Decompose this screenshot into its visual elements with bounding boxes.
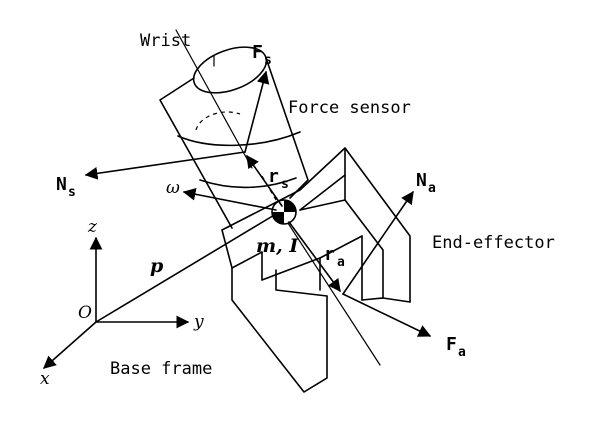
vector-ra [288, 221, 341, 293]
label-ra: r [324, 244, 335, 265]
vector-omega [182, 187, 277, 211]
x-axis [43, 321, 97, 369]
vector-Fa [342, 293, 432, 337]
label-Ns-sub: s [68, 185, 76, 200]
label-axis-z: z [87, 217, 98, 237]
label-rs: r [268, 166, 279, 187]
label-ra-sub: a [337, 255, 345, 270]
label-axis-x: x [40, 369, 50, 389]
end-effector-body [221, 147, 411, 393]
label-Fs: F [252, 42, 263, 63]
label-end-effector: End-effector [432, 233, 555, 253]
force-sensor-cylinder [159, 46, 309, 229]
label-Na-sub: a [428, 181, 436, 196]
position-vector-p [95, 213, 277, 323]
vector-rs [246, 154, 283, 207]
vector-Na [342, 190, 414, 295]
label-force-sensor: Force sensor [288, 98, 411, 118]
label-Fa: F [446, 334, 457, 355]
label-Fa-sub: a [458, 345, 466, 360]
wrist-axis-line [175, 29, 253, 169]
label-wrist: Wrist [140, 31, 191, 51]
base-frame-axes [43, 236, 190, 369]
label-axis-y: y [193, 312, 204, 332]
label-Na: N [416, 170, 427, 191]
label-omega: ω [166, 178, 180, 198]
label-rs-sub: s [281, 177, 289, 192]
label-origin: O [78, 303, 92, 323]
label-Ns: N [56, 174, 67, 195]
end-effector-axis-line [285, 219, 381, 366]
center-of-mass-marker [271, 199, 297, 225]
label-Fs-sub: s [264, 53, 272, 68]
label-base-frame: Base frame [110, 359, 212, 379]
label-mass-inertia: m, I [256, 235, 299, 257]
vector-Ns [84, 151, 246, 180]
label-p: p [150, 255, 164, 277]
vector-Fs [244, 70, 270, 153]
